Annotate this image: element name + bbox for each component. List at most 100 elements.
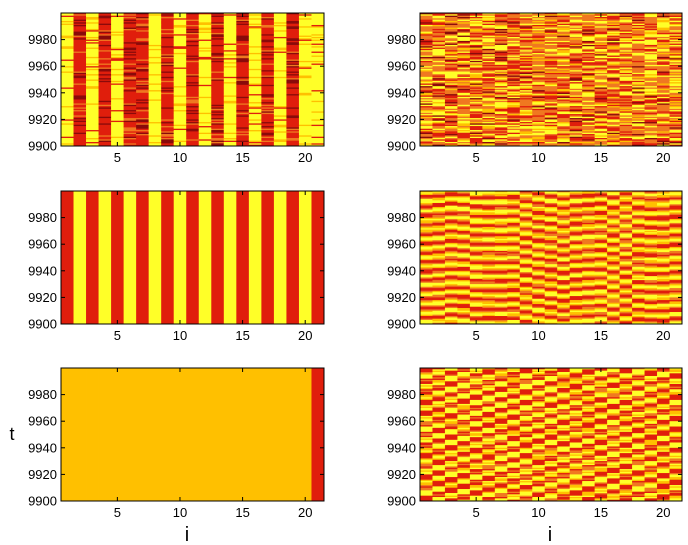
- heatmap-cell: [544, 71, 558, 74]
- heatmap-cell: [223, 79, 237, 82]
- heatmap-cell: [236, 51, 250, 54]
- heatmap-cell: [469, 313, 483, 316]
- heatmap-cell: [632, 128, 645, 131]
- heatmap-cell: [86, 47, 99, 50]
- heatmap-cell: [198, 87, 212, 90]
- heatmap-cell: [582, 106, 596, 108]
- heatmap-cell: [444, 51, 458, 54]
- heatmap-cell: [236, 36, 250, 39]
- heatmap-cell: [186, 13, 200, 15]
- heatmap-cell: [420, 218, 433, 221]
- heatmap-cell: [161, 60, 175, 63]
- heatmap-cell: [123, 40, 137, 43]
- heatmap-cell: [469, 72, 483, 75]
- heatmap-cell: [607, 98, 621, 100]
- heatmap-cell: [594, 112, 608, 115]
- heatmap-cell: [311, 90, 325, 92]
- heatmap-cell: [248, 55, 262, 58]
- heatmap-cell: [286, 95, 300, 98]
- heatmap-cell: [457, 86, 471, 88]
- heatmap-cell: [482, 23, 496, 26]
- heatmap-cell: [98, 39, 112, 42]
- heatmap-cell: [519, 100, 533, 103]
- heatmap-cell: [73, 13, 87, 15]
- heatmap-cell: [507, 123, 521, 126]
- heatmap-cell: [457, 48, 471, 51]
- heatmap-cell: [61, 107, 74, 110]
- heatmap-cell: [173, 87, 187, 90]
- heatmap-cell: [507, 26, 521, 29]
- heatmap-cell: [444, 224, 458, 226]
- heatmap-cell: [557, 106, 571, 108]
- heatmap-cell: [173, 134, 187, 136]
- heatmap-cell: [248, 34, 262, 37]
- heatmap-cell: [544, 32, 558, 35]
- heatmap-cell: [444, 48, 458, 51]
- heatmap-cell: [186, 132, 200, 135]
- heatmap-cell: [186, 86, 200, 88]
- heatmap-cell: [123, 62, 137, 64]
- heatmap-cell: [619, 72, 633, 75]
- heatmap-cell: [482, 225, 496, 228]
- heatmap-cell: [73, 78, 87, 80]
- y-tick-label: 9980: [28, 210, 57, 225]
- heatmap-cell: [298, 102, 312, 104]
- heatmap-cell: [86, 18, 99, 21]
- heatmap-cell: [111, 47, 125, 50]
- heatmap-cell: [111, 80, 125, 83]
- heatmap-cell: [657, 99, 670, 102]
- heatmap-cell: [657, 28, 670, 31]
- heatmap-cell: [607, 114, 621, 116]
- heatmap-cell: [494, 273, 508, 276]
- heatmap-cell: [286, 13, 300, 15]
- heatmap-cell: [61, 116, 74, 119]
- heatmap-cell: [482, 13, 496, 15]
- heatmap-cell: [607, 76, 621, 79]
- heatmap-cell: [261, 13, 275, 15]
- heatmap-cell: [223, 132, 237, 135]
- heatmap-cell: [644, 20, 658, 23]
- heatmap-cell: [444, 200, 458, 203]
- heatmap-cell: [148, 118, 162, 120]
- heatmap-cell: [223, 28, 237, 31]
- heatmap-cell: [469, 194, 483, 197]
- heatmap-cell: [248, 63, 262, 66]
- heatmap-cell: [148, 138, 162, 140]
- heatmap-cell: [311, 83, 325, 86]
- heatmap-cell: [173, 115, 187, 118]
- heatmap-cell: [482, 67, 496, 70]
- heatmap-cell: [532, 114, 546, 116]
- heatmap-cell: [298, 72, 312, 75]
- heatmap-cell: [211, 98, 225, 100]
- heatmap-cell: [532, 78, 546, 80]
- heatmap-cell: [86, 131, 99, 134]
- heatmap-cell: [557, 136, 571, 139]
- heatmap-cell: [432, 254, 446, 257]
- heatmap-cell: [632, 24, 645, 27]
- heatmap-cell: [286, 51, 300, 54]
- heatmap-cell: [420, 56, 433, 59]
- heatmap-cell: [494, 142, 508, 144]
- heatmap-cell: [173, 78, 187, 80]
- heatmap-cell: [198, 48, 212, 51]
- heatmap-cell: [136, 60, 150, 63]
- heatmap-cell: [198, 46, 212, 48]
- heatmap-cell: [98, 94, 112, 96]
- heatmap-cell: [444, 232, 458, 234]
- heatmap-cell: [619, 112, 633, 115]
- heatmap-cell: [148, 63, 162, 66]
- heatmap-cell: [594, 44, 608, 47]
- heatmap-cell: [569, 55, 583, 58]
- heatmap-cell: [569, 31, 583, 34]
- heatmap-cell: [569, 14, 583, 17]
- heatmap-cell: [669, 68, 683, 71]
- heatmap-cell: [420, 118, 433, 120]
- heatmap-cell: [311, 76, 325, 79]
- heatmap-cell: [61, 59, 74, 62]
- heatmap-cell: [457, 206, 471, 209]
- heatmap-cell: [86, 127, 99, 130]
- heatmap-cell: [469, 86, 483, 88]
- heatmap-cell: [173, 68, 187, 71]
- heatmap-cell: [136, 47, 150, 50]
